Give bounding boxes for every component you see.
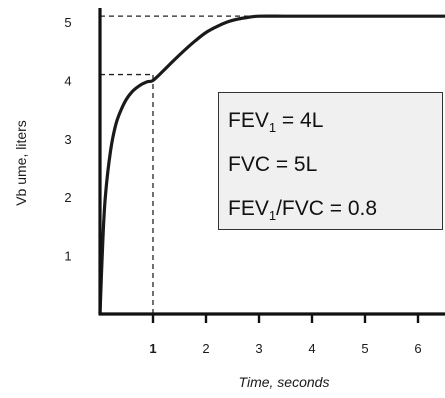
fvc-text: FVC = 5L (228, 153, 318, 176)
fev1-subscript: 1 (268, 120, 277, 136)
x-tick-labels: 1 2 3 4 5 6 (149, 341, 421, 356)
y-tick-label-4: 4 (64, 73, 71, 88)
fvc-line: FVC = 5L (228, 143, 442, 187)
ratio-label: FEV (228, 197, 269, 220)
fev1-label: FEV (228, 109, 269, 132)
curve-layer (98, 14, 445, 316)
y-tick-label-5: 5 (64, 15, 71, 30)
ratio-value: /FVC = 0.8 (276, 197, 378, 220)
reference-lines (100, 15, 259, 314)
axes (98, 8, 445, 323)
y-axis-label: Vb ume, liters (13, 120, 29, 206)
spirometry-results-box: FEV1 = 4L FVC = 5L FEV1/FVC = 0.8 (218, 92, 443, 230)
x-tick-label-4: 4 (308, 341, 315, 356)
fev1-line: FEV1 = 4L (228, 99, 442, 143)
y-tick-labels: 1 2 3 4 5 (64, 15, 71, 264)
x-axis-label: Time, seconds (239, 374, 330, 390)
ratio-line: FEV1/FVC = 0.8 (228, 187, 442, 231)
x-tick-label-1: 1 (149, 341, 156, 356)
fev1-value: = 4L (276, 109, 324, 132)
ratio-subscript: 1 (268, 208, 277, 224)
volume-curve (98, 14, 445, 316)
x-tick-label-6: 6 (414, 341, 421, 356)
y-tick-label-3: 3 (64, 132, 71, 147)
y-tick-label-2: 2 (64, 190, 71, 205)
x-tick-label-5: 5 (361, 341, 368, 356)
x-tick-label-2: 2 (202, 341, 209, 356)
y-tick-label-1: 1 (64, 249, 71, 264)
x-tick-label-3: 3 (255, 341, 262, 356)
